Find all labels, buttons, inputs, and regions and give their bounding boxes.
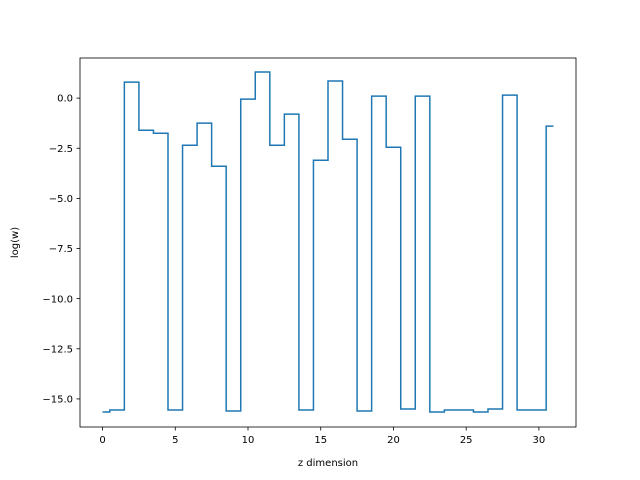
x-axis-label: z dimension bbox=[298, 458, 358, 469]
y-tick-label: −12.5 bbox=[42, 344, 73, 355]
y-tick-label: −15.0 bbox=[42, 395, 73, 406]
x-tick-label: 10 bbox=[242, 435, 255, 446]
x-tick-label: 15 bbox=[314, 435, 327, 446]
y-tick-label: −5.0 bbox=[49, 194, 73, 205]
axes-layer: 0 5 10 15 20 25 30 0.0 −2.5 −5.0 −7.5 −10.0 −12.5 −15… bbox=[42, 57, 577, 446]
x-tick-label: 20 bbox=[387, 435, 400, 446]
y-tick-label: −10.0 bbox=[42, 294, 73, 305]
axes-frame bbox=[79, 57, 577, 428]
x-tick-label: 30 bbox=[533, 435, 546, 446]
x-tick-label: 5 bbox=[172, 435, 178, 446]
x-tick-label: 25 bbox=[460, 435, 473, 446]
plot-layer bbox=[102, 71, 554, 413]
y-tick-label: 0.0 bbox=[57, 94, 73, 105]
y-axis-label: log(w) bbox=[10, 227, 21, 258]
series-line-0 bbox=[102, 71, 554, 413]
x-tick-label: 0 bbox=[99, 435, 105, 446]
y-tick-label: −7.5 bbox=[49, 244, 73, 255]
y-tick-label: −2.5 bbox=[49, 144, 73, 155]
